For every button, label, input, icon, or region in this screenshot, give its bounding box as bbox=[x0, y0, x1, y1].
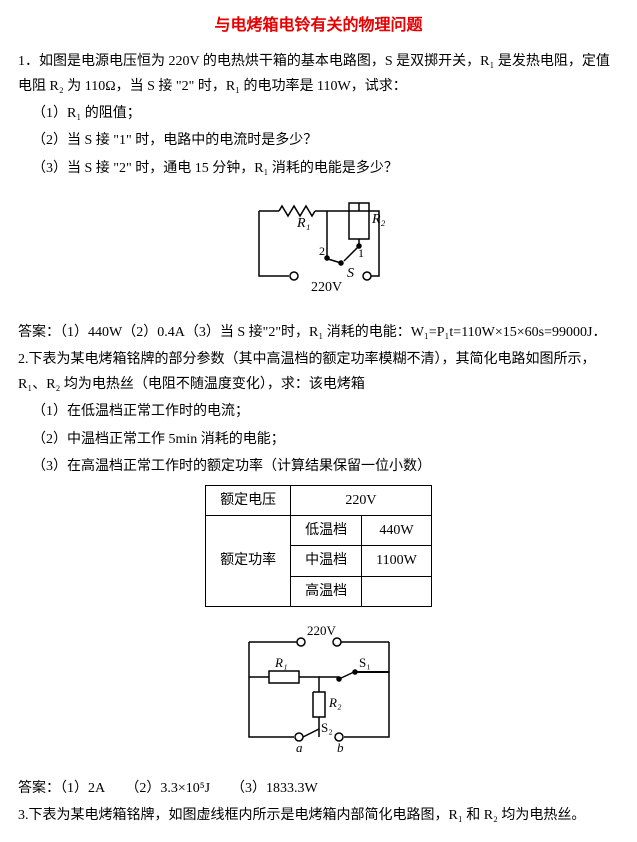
s2-label: S₂ bbox=[321, 720, 333, 735]
q1-answer: 答案：（1）440W（2）0.4A（3）当 S 接"2"时，R₁ 消耗的电能：W… bbox=[18, 320, 619, 345]
r1-label: R₁ bbox=[296, 216, 310, 231]
circuit-diagram-2: 220V R₁ R₂ S₁ S₂ a b bbox=[18, 617, 619, 766]
q2-stem: 2.下表为某电烤箱铭牌的部分参数（其中高温档的额定功率模糊不清），其简化电路如图… bbox=[18, 347, 619, 397]
q2-part1: （1）在低温档正常工作时的电流； bbox=[18, 399, 619, 424]
voltage-label: 220V bbox=[311, 280, 342, 295]
q1-part3: （3）当 S 接 "2" 时，通电 15 分钟，R₁ 消耗的电能是多少？ bbox=[18, 156, 619, 181]
r2-label-2: R₂ bbox=[328, 695, 342, 710]
th-power: 额定功率 bbox=[206, 516, 291, 607]
td-high: 高温档 bbox=[291, 576, 362, 606]
rating-table: 额定电压220V 额定功率低温档440W 中温档1100W 高温档 bbox=[205, 485, 432, 607]
td-voltage: 220V bbox=[291, 486, 432, 516]
r2-label: R₂ bbox=[371, 212, 386, 227]
page-title: 与电烤箱电铃有关的物理问题 bbox=[18, 12, 619, 41]
voltage-label-2: 220V bbox=[307, 623, 337, 638]
s1-label: S₁ bbox=[359, 655, 371, 670]
td-mid: 中温档 bbox=[291, 546, 362, 576]
q3-stem: 3.下表为某电烤箱铭牌，如图虚线框内所示是电烤箱内部简化电路图，R₁ 和 R₂ … bbox=[18, 803, 619, 828]
q2-answer: 答案：（1）2A （2）3.3×10⁵J （3）1833.3W bbox=[18, 776, 619, 801]
q2-part2: （2）中温档正常工作 5min 消耗的电能； bbox=[18, 427, 619, 452]
q1-part1: （1）R₁ 的阻值； bbox=[18, 101, 619, 126]
td-mid-val: 1100W bbox=[362, 546, 432, 576]
th-voltage: 额定电压 bbox=[206, 486, 291, 516]
a-label: a bbox=[296, 740, 303, 755]
td-high-val bbox=[362, 576, 432, 606]
circuit-diagram-1: R₁ R₂ 1 2 S 220V bbox=[18, 191, 619, 310]
q1-stem: 1．如图是电源电压恒为 220V 的电热烘干箱的基本电路图，S 是双掷开关，R₁… bbox=[18, 49, 619, 99]
q1-part2: （2）当 S 接 "1" 时，电路中的电流时是多少？ bbox=[18, 128, 619, 153]
r1-label-2: R₁ bbox=[274, 655, 287, 670]
td-low: 低温档 bbox=[291, 516, 362, 546]
switch-s-label: S bbox=[347, 266, 354, 281]
pos2-label: 2 bbox=[319, 244, 325, 258]
q2-part3: （3）在高温档正常工作时的额定功率（计算结果保留一位小数） bbox=[18, 454, 619, 479]
b-label: b bbox=[337, 740, 344, 755]
pos1-label: 1 bbox=[358, 246, 364, 260]
td-low-val: 440W bbox=[362, 516, 432, 546]
